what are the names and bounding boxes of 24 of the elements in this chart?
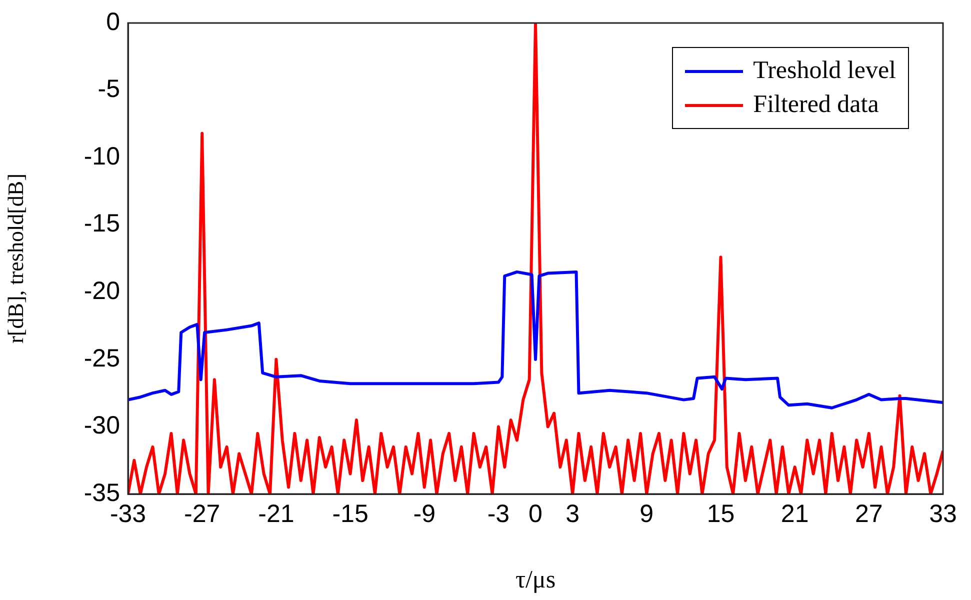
x-tick-label: -15 — [332, 500, 368, 528]
y-tick-label: -35 — [84, 478, 120, 507]
y-tick-label: -20 — [84, 277, 120, 306]
legend-label: Treshold level — [753, 57, 896, 85]
x-tick-label: 0 — [528, 500, 542, 528]
y-axis-title: r[dB], treshold[dB] — [2, 174, 28, 344]
x-tick-label: 33 — [929, 500, 957, 528]
x-tick-label: 9 — [640, 500, 654, 528]
y-tick-label: -15 — [84, 210, 120, 238]
x-axis-title: τ/μs — [515, 566, 556, 594]
x-tick-label: -3 — [487, 500, 510, 528]
x-tick-label: -9 — [413, 500, 436, 528]
y-tick-label: 0 — [106, 8, 120, 36]
x-tick-label: -21 — [258, 500, 294, 528]
x-tick-label: 3 — [566, 500, 580, 528]
y-tick-label: -5 — [98, 75, 120, 104]
legend-label: Filtered data — [753, 91, 879, 119]
x-tick-label: 21 — [780, 500, 809, 528]
y-tick-label: -25 — [84, 344, 120, 372]
y-tick-label: -30 — [84, 412, 120, 440]
x-tick-label: 27 — [855, 500, 883, 528]
x-tick-label: 15 — [706, 500, 735, 528]
x-tick-label: -27 — [184, 500, 220, 528]
y-tick-label: -10 — [84, 142, 120, 170]
